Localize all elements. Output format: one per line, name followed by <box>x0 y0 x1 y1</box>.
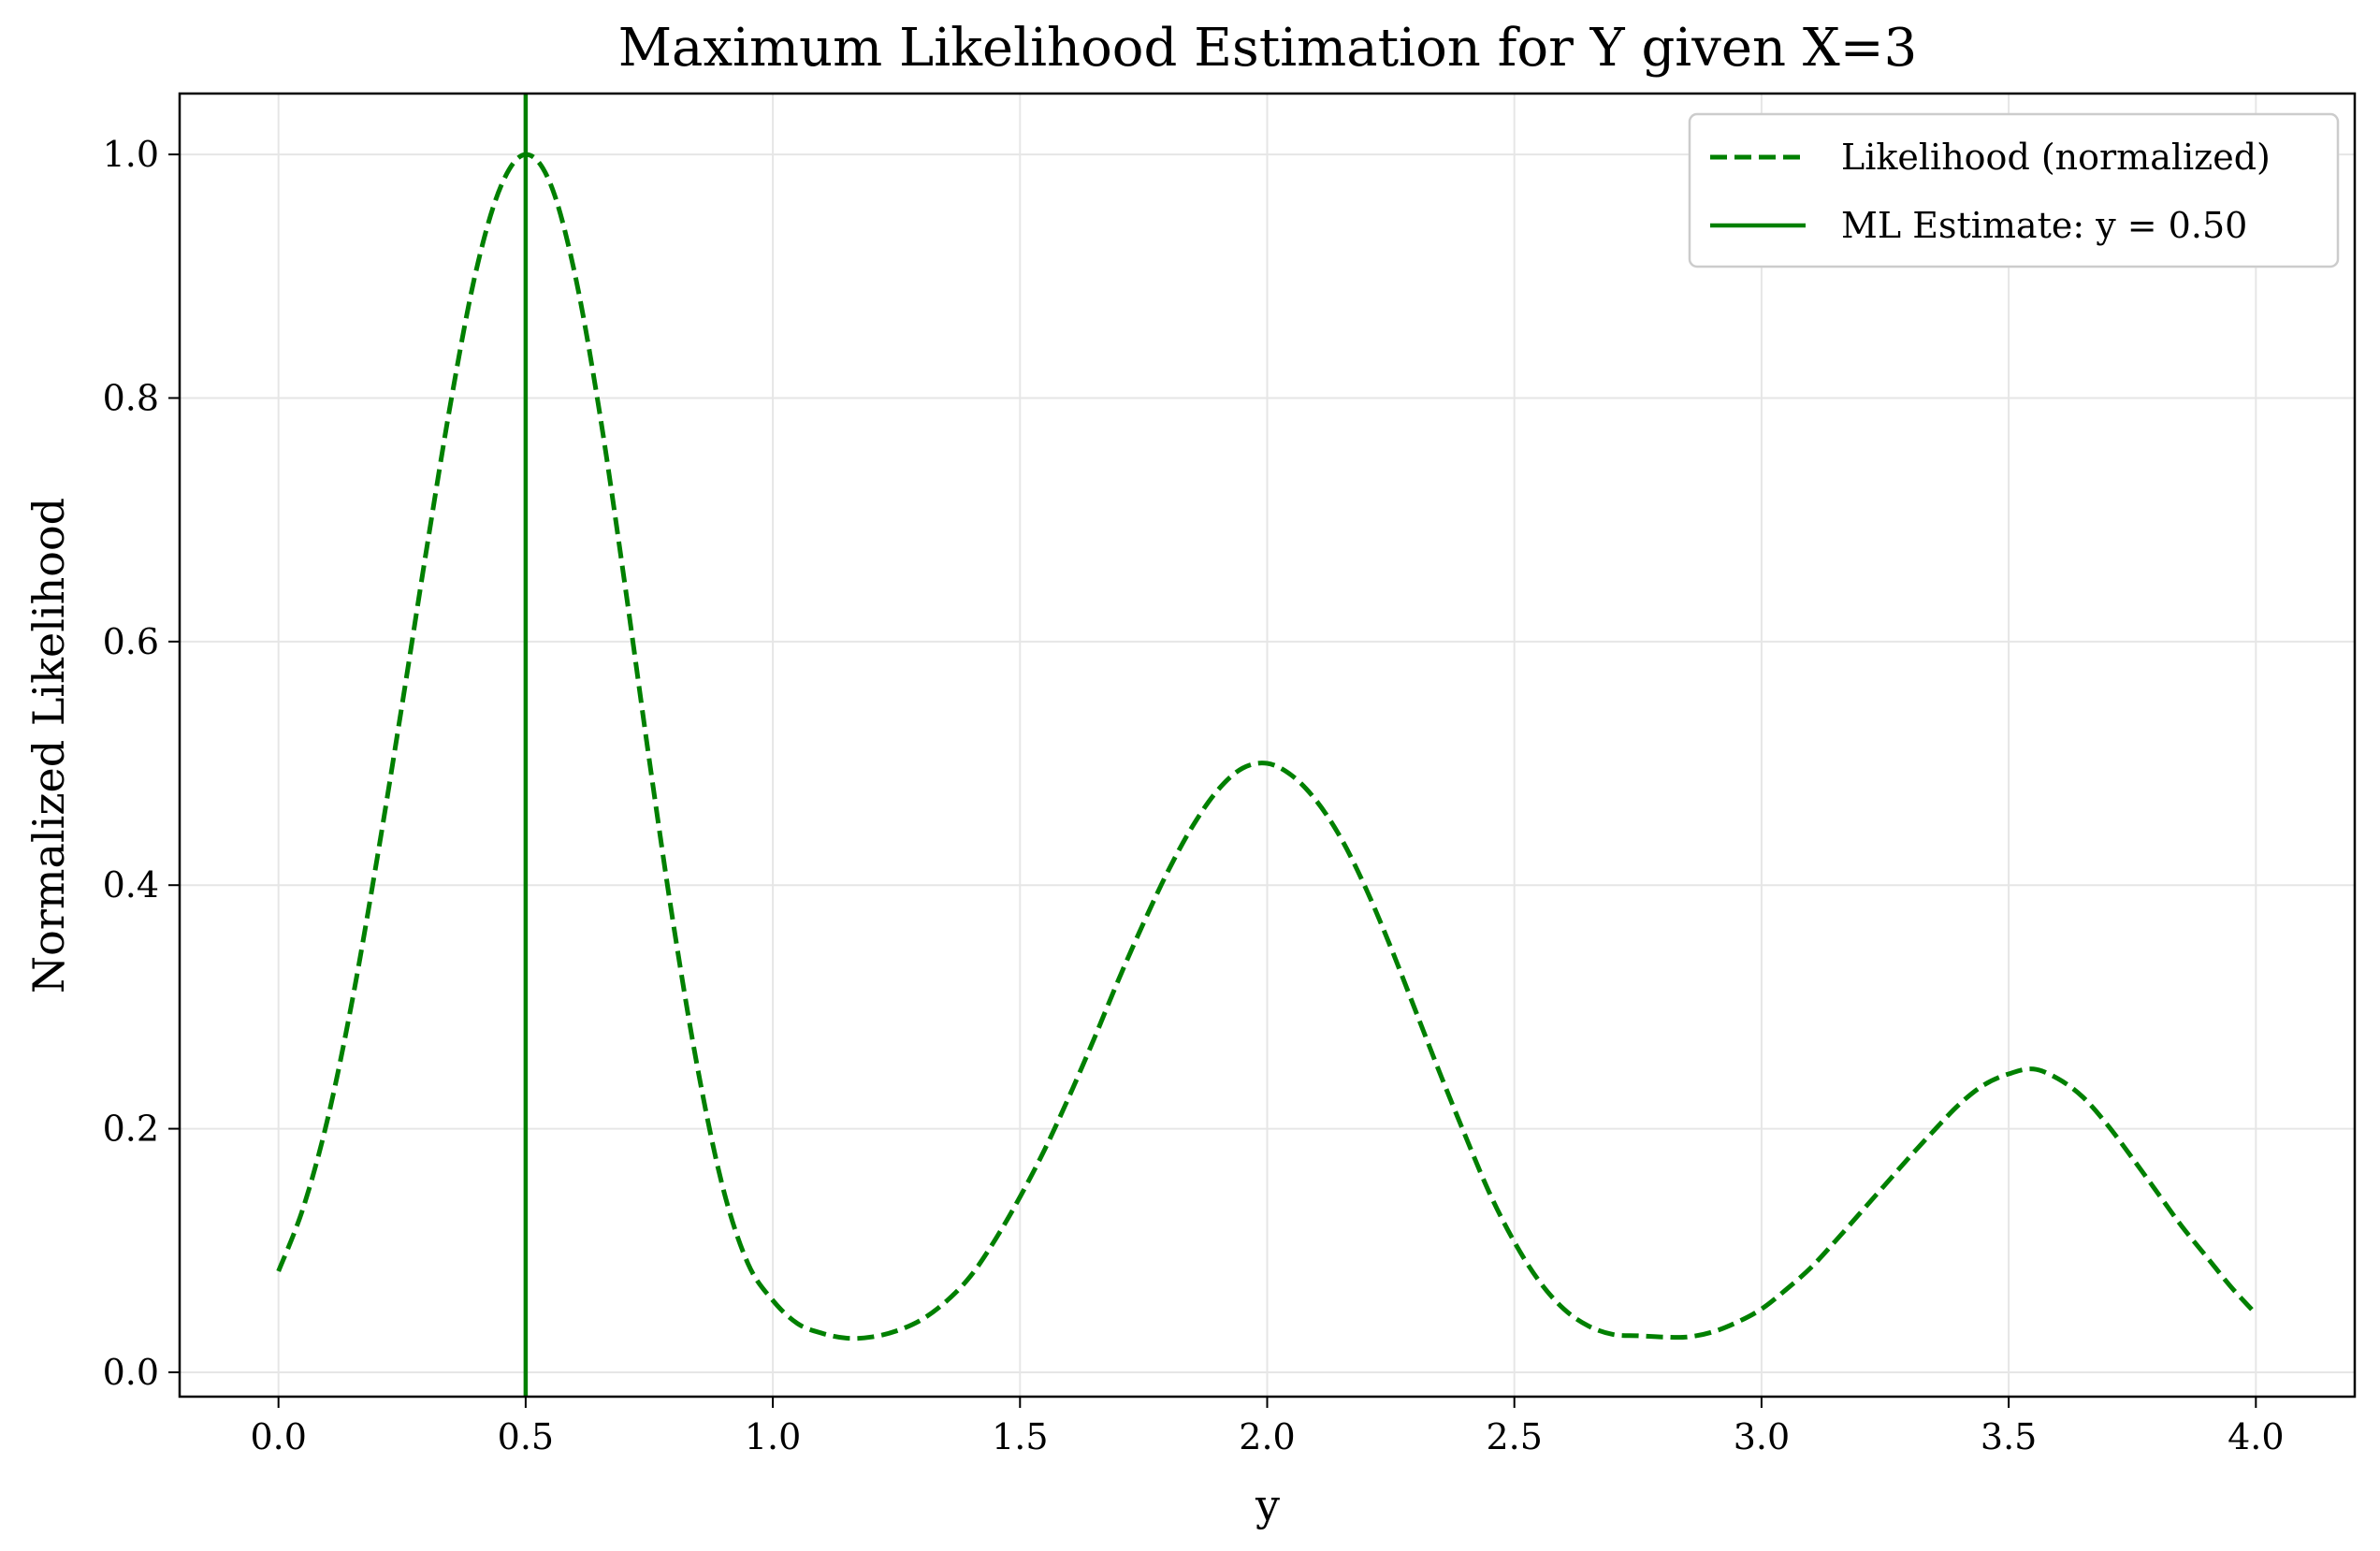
x-tick-label: 2.0 <box>1239 1416 1295 1457</box>
legend-box <box>1688 112 2340 268</box>
likelihood-curve <box>276 152 2258 1341</box>
y-tick-label: 0.4 <box>103 864 159 906</box>
x-tick-label: 0.0 <box>250 1416 306 1457</box>
plot-frame <box>178 92 2357 1399</box>
y-tick-label: 0.0 <box>103 1352 159 1393</box>
x-tick-label: 3.0 <box>1734 1416 1790 1457</box>
legend-label-likelihood: Likelihood (normalized) <box>1841 137 2271 178</box>
y-axis-label: Normalized Likelihood <box>23 498 74 993</box>
x-tick-label: 4.0 <box>2228 1416 2284 1457</box>
x-tick-label: 3.5 <box>1981 1416 2037 1457</box>
x-tick-label: 1.5 <box>992 1416 1048 1457</box>
plot-area <box>276 94 2258 1397</box>
x-axis-ticks: 0.0 0.5 1.0 1.5 2.0 2.5 3.0 3.5 4.0 <box>250 1397 2285 1457</box>
grid-lines <box>180 94 2355 1397</box>
y-tick-label: 1.0 <box>103 134 159 175</box>
x-tick-label: 1.0 <box>745 1416 801 1457</box>
chart-title: Maximum Likelihood Estimation for Y give… <box>618 18 1918 79</box>
x-tick-label: 0.5 <box>498 1416 554 1457</box>
x-tick-label: 2.5 <box>1486 1416 1542 1457</box>
legend: Likelihood (normalized) ML Estimate: y =… <box>1688 112 2340 268</box>
y-tick-label: 0.8 <box>103 377 159 418</box>
y-tick-label: 0.6 <box>103 621 159 662</box>
legend-label-ml-estimate: ML Estimate: y = 0.50 <box>1841 205 2247 246</box>
y-tick-label: 0.2 <box>103 1109 159 1150</box>
y-axis-ticks: 0.0 0.2 0.4 0.6 0.8 1.0 <box>103 134 180 1393</box>
x-axis-label: y <box>1255 1480 1280 1530</box>
